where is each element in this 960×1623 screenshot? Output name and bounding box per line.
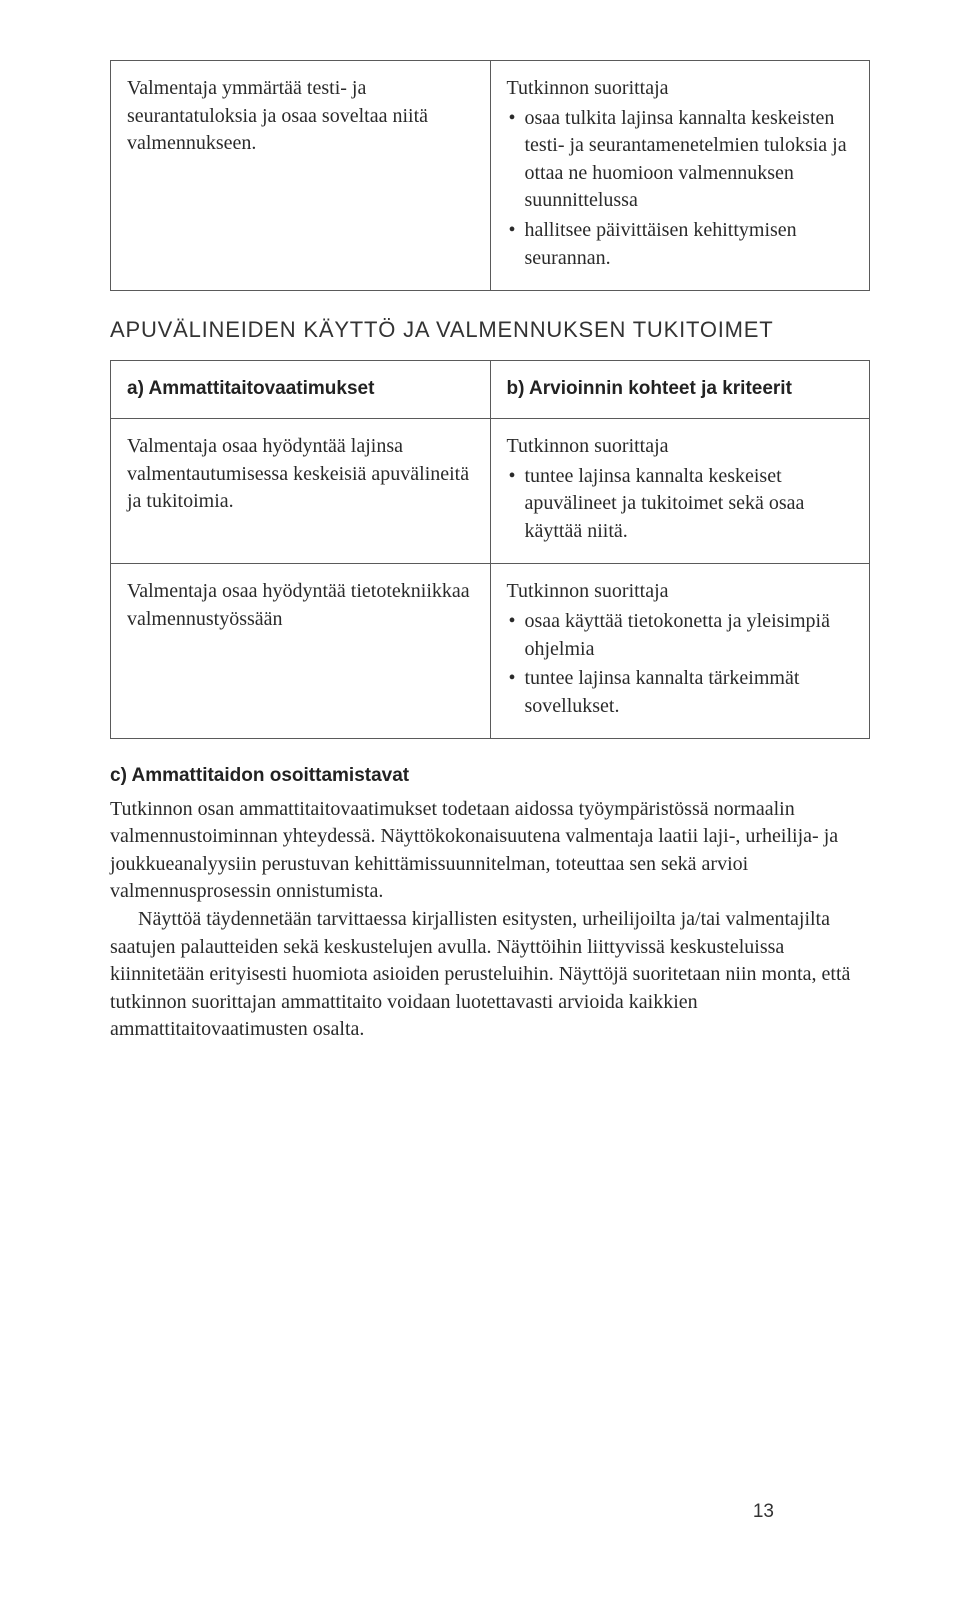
- cell-left: Valmentaja osaa hyödyntää lajinsa valmen…: [111, 419, 491, 564]
- list-item: hallitsee päivittäisen kehittymisen seur…: [507, 217, 854, 272]
- table-row: Valmentaja osaa hyödyntää tietotekniikka…: [111, 564, 870, 739]
- list-item: osaa tulkita lajinsa kannalta keskeisten…: [507, 105, 854, 215]
- section-c-heading: c) Ammattitaidon osoittamistavat: [110, 763, 870, 789]
- cell-left: Valmentaja ymmärtää testi- ja seurantatu…: [111, 61, 491, 291]
- lead-text: Tutkinnon suorittaja: [507, 75, 854, 103]
- table-row: Valmentaja ymmärtää testi- ja seurantatu…: [111, 61, 870, 291]
- table-apuvalineet: a) Ammattitaitovaatimukset b) Arvioinnin…: [110, 360, 870, 740]
- cell-text: Valmentaja ymmärtää testi- ja seurantatu…: [127, 77, 428, 154]
- table-row-header: a) Ammattitaitovaatimukset b) Arvioinnin…: [111, 360, 870, 419]
- col-head-right: b) Arvioinnin kohteet ja kriteerit: [507, 378, 792, 399]
- cell-right: Tutkinnon suorittaja osaa tulkita lajins…: [490, 61, 870, 291]
- header-cell-left: a) Ammattitaitovaatimukset: [111, 360, 491, 419]
- paragraph: Tutkinnon osan ammattitaitovaatimukset t…: [110, 796, 870, 906]
- lead-text: Tutkinnon suorittaja: [507, 433, 854, 461]
- list-item: tuntee lajinsa kannalta tärkeimmät sovel…: [507, 665, 854, 720]
- cell-left: Valmentaja osaa hyödyntää tietotekniikka…: [111, 564, 491, 739]
- bullet-list: osaa tulkita lajinsa kannalta keskeisten…: [507, 105, 854, 273]
- col-head-left: a) Ammattitaitovaatimukset: [127, 378, 374, 399]
- lead-text: Tutkinnon suorittaja: [507, 578, 854, 606]
- header-cell-right: b) Arvioinnin kohteet ja kriteerit: [490, 360, 870, 419]
- bullet-list: osaa käyttää tietokonetta ja yleisimpiä …: [507, 608, 854, 720]
- cell-right: Tutkinnon suorittaja tuntee lajinsa kann…: [490, 419, 870, 564]
- list-item: osaa käyttää tietokonetta ja yleisimpiä …: [507, 608, 854, 663]
- section-heading-apuvalineet: APUVÄLINEIDEN KÄYTTÖ JA VALMENNUKSEN TUK…: [110, 315, 870, 345]
- bullet-list: tuntee lajinsa kannalta keskeiset apuväl…: [507, 463, 854, 546]
- paragraph: Näyttöä täydennetään tarvittaessa kirjal…: [110, 906, 870, 1044]
- list-item: tuntee lajinsa kannalta keskeiset apuväl…: [507, 463, 854, 546]
- cell-right: Tutkinnon suorittaja osaa käyttää tietok…: [490, 564, 870, 739]
- section-c-body: Tutkinnon osan ammattitaitovaatimukset t…: [110, 796, 870, 1044]
- table-testi-seuranta: Valmentaja ymmärtää testi- ja seurantatu…: [110, 60, 870, 291]
- page-number: 13: [753, 1499, 774, 1525]
- cell-text: Valmentaja osaa hyödyntää lajinsa valmen…: [127, 435, 469, 512]
- table-row: Valmentaja osaa hyödyntää lajinsa valmen…: [111, 419, 870, 564]
- cell-text: Valmentaja osaa hyödyntää tietotekniikka…: [127, 580, 470, 630]
